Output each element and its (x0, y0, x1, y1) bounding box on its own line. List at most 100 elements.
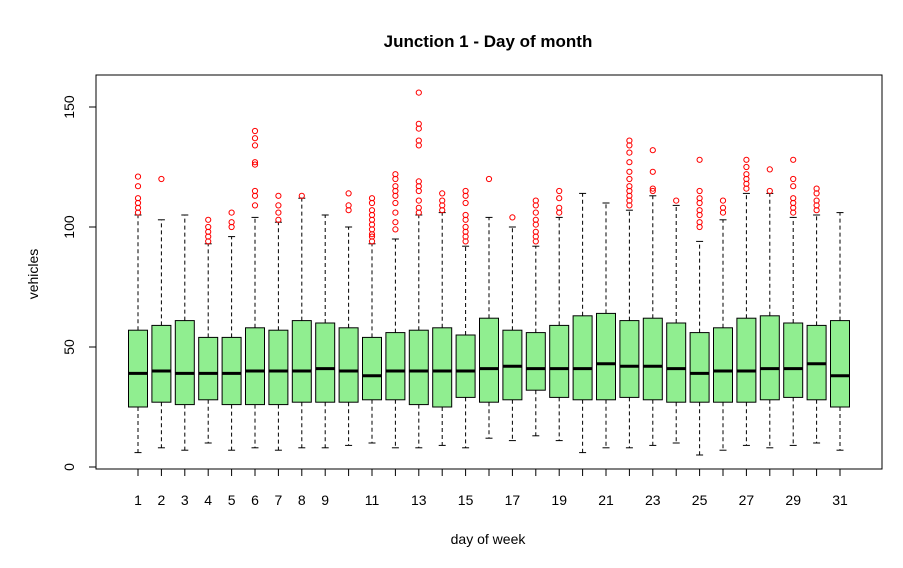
iqr-box (338, 327, 359, 403)
box-day-25 (689, 156, 710, 456)
y-axis: 0 50 100 150 (61, 95, 97, 471)
outlier-point (626, 137, 633, 144)
outlier-point (790, 195, 797, 202)
outlier-point (345, 202, 352, 209)
outlier-point (743, 171, 750, 178)
iqr-box (479, 317, 499, 403)
outlier-point (790, 175, 797, 183)
iqr-box (455, 334, 476, 398)
box-day-30 (806, 185, 827, 444)
outlier-point (696, 195, 703, 202)
iqr-box (666, 322, 687, 403)
outlier-point (275, 209, 282, 216)
x-tick-label: 15 (458, 492, 474, 508)
outlier-point (766, 166, 773, 173)
outlier-point (251, 159, 259, 166)
outlier-point (392, 209, 399, 216)
iqr-box (549, 324, 570, 398)
iqr-box (315, 322, 336, 403)
outlier-point (556, 187, 563, 195)
outlier-point (392, 183, 399, 190)
outlier-point (766, 187, 773, 195)
iqr-box (174, 320, 195, 406)
y-axis-label: vehicles (25, 249, 41, 300)
iqr-box (385, 332, 406, 401)
outlier-point (415, 197, 422, 204)
outlier-point (251, 135, 259, 142)
outlier-point (134, 183, 142, 190)
iqr-box (713, 327, 733, 403)
x-axis: 1 2 3 4 5 6 7 8 9 11 13 15 17 19 21 23 25 27 29 31 (134, 468, 848, 508)
outlier-point (415, 89, 422, 96)
outlier-point (626, 175, 633, 183)
box-day-1 (128, 173, 148, 454)
outlier-point (649, 185, 656, 192)
x-tick-label: 31 (832, 492, 848, 508)
box-day-17 (502, 214, 523, 442)
outlier-point (485, 175, 493, 183)
box-day-24 (666, 197, 687, 444)
outlier-point (556, 195, 563, 202)
box-day-15 (455, 187, 476, 449)
iqr-box (736, 317, 757, 403)
outlier-point (532, 197, 539, 204)
outlier-point (368, 195, 376, 202)
outlier-point (368, 207, 376, 214)
outlier-point (532, 228, 539, 235)
box-day-3 (174, 214, 195, 451)
box-day-12 (385, 171, 406, 449)
x-tick-label: 9 (321, 492, 329, 508)
outlier-point (626, 183, 633, 190)
iqr-box (596, 312, 616, 401)
box-day-4 (198, 216, 219, 444)
iqr-box (432, 327, 453, 408)
x-tick-label: 4 (204, 492, 212, 508)
iqr-box (689, 332, 710, 403)
iqr-box (830, 320, 850, 408)
box-day-23 (642, 147, 663, 446)
iqr-box (151, 324, 172, 403)
outlier-point (509, 214, 516, 221)
y-tick-label: 0 (61, 463, 77, 471)
outlier-point (158, 175, 165, 183)
outlier-point (626, 168, 633, 175)
box-day-20 (572, 192, 593, 454)
box-day-19 (549, 187, 570, 442)
box-day-7 (268, 192, 289, 451)
outlier-point (415, 204, 422, 211)
outlier-point (649, 187, 656, 195)
iqr-box (128, 329, 148, 408)
iqr-box (759, 315, 780, 401)
outlier-point (392, 219, 399, 226)
outlier-point (813, 197, 820, 204)
x-tick-label: 1 (134, 492, 142, 508)
box-day-31 (830, 212, 850, 451)
outlier-point (532, 216, 539, 223)
box-day-9 (315, 214, 336, 449)
x-tick-label: 8 (298, 492, 306, 508)
outlier-point (719, 197, 727, 204)
outlier-point (251, 161, 259, 168)
outlier-point (439, 190, 446, 197)
outlier-point (626, 159, 633, 166)
outlier-point (439, 197, 446, 204)
box-day-21 (596, 202, 616, 449)
x-tick-label: 13 (411, 492, 427, 508)
iqr-box (572, 315, 593, 401)
outlier-point (462, 199, 469, 207)
outlier-point (556, 204, 563, 211)
outlier-point (696, 219, 703, 226)
box-day-22 (619, 137, 640, 449)
iqr-box (268, 329, 289, 406)
x-axis-label: day of week (451, 531, 527, 547)
outlier-point (462, 223, 469, 231)
outlier-point (626, 149, 633, 156)
box-day-8 (291, 192, 312, 449)
x-tick-label: 5 (228, 492, 236, 508)
x-tick-label: 27 (739, 492, 755, 508)
outlier-point (275, 192, 282, 199)
outlier-point (696, 187, 703, 195)
box-day-2 (151, 175, 172, 449)
outlier-point (415, 137, 422, 144)
